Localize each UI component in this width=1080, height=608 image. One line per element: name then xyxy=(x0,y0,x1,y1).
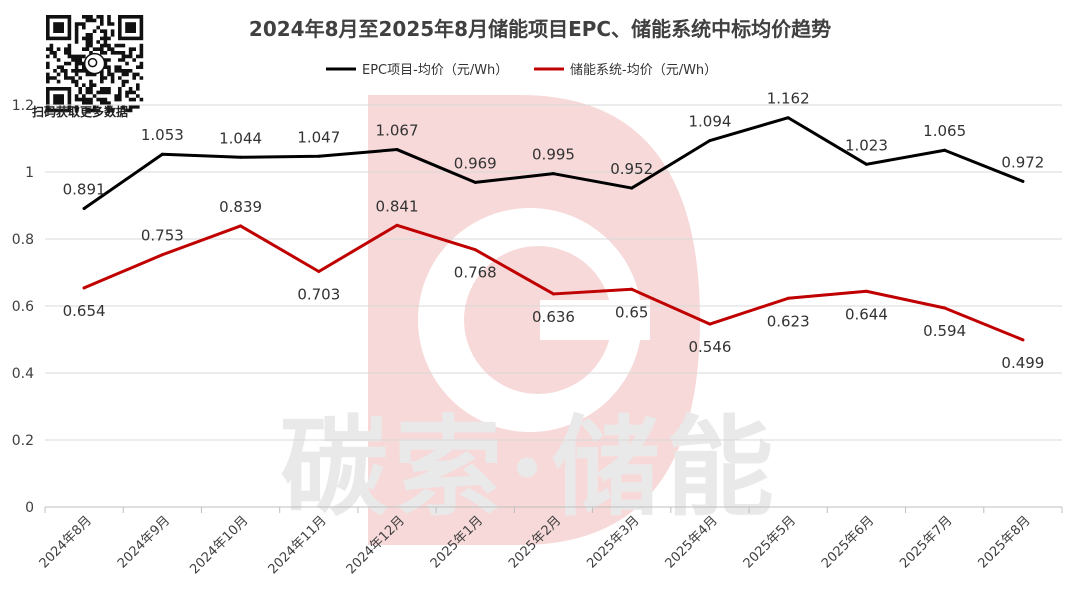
data-label: 1.023 xyxy=(845,136,888,154)
data-label: 0.891 xyxy=(63,181,106,199)
y-tick-label: 1.2 xyxy=(12,98,34,114)
data-label: 0.768 xyxy=(454,264,497,282)
data-label: 0.546 xyxy=(688,338,731,356)
data-point xyxy=(943,148,947,152)
qr-finder xyxy=(125,22,136,33)
y-tick-label: 0.2 xyxy=(12,433,34,449)
x-tick-label: 2025年6月 xyxy=(819,513,877,571)
y-tick-label: 0.8 xyxy=(12,232,34,248)
data-label: 0.65 xyxy=(615,303,648,321)
data-point xyxy=(82,207,86,211)
data-point xyxy=(786,296,790,300)
chart-title: 2024年8月至2025年8月储能项目EPC、储能系统中标均价趋势 xyxy=(249,17,831,41)
data-label: 0.499 xyxy=(1001,354,1044,372)
data-point xyxy=(708,322,712,326)
data-label: 1.065 xyxy=(923,122,966,140)
data-point xyxy=(864,162,868,166)
data-label: 1.044 xyxy=(219,129,262,147)
qr-code-label: 扫码获取更多数据 xyxy=(32,104,128,119)
data-point xyxy=(317,269,321,273)
data-point xyxy=(786,116,790,120)
data-labels: 0.891 1.053 1.044 1.047 1.067 0.969 0.995 0.952… xyxy=(63,90,1045,372)
data-label: 0.623 xyxy=(767,312,810,330)
data-label: 0.753 xyxy=(141,227,184,245)
data-label: 1.047 xyxy=(297,128,340,146)
qr-finder xyxy=(53,94,64,105)
data-label: 1.067 xyxy=(376,122,419,140)
data-label: 0.644 xyxy=(845,305,888,323)
data-label: 0.969 xyxy=(454,154,497,172)
data-point xyxy=(552,172,555,176)
data-point xyxy=(317,154,321,158)
data-point xyxy=(552,292,555,296)
legend: EPC项目-均价（元/Wh） 储能系统-均价（元/Wh） xyxy=(326,63,717,78)
watermark-text: 碳索·储能 xyxy=(280,405,780,531)
data-label: 0.654 xyxy=(63,302,106,320)
x-tick-label: 2025年7月 xyxy=(897,513,955,571)
data-label: 0.594 xyxy=(923,322,966,340)
legend-entry: 储能系统-均价（元/Wh） xyxy=(570,63,717,78)
data-label: 0.636 xyxy=(532,308,575,326)
data-point xyxy=(864,289,868,293)
y-tick-label: 0.4 xyxy=(12,366,34,382)
y-tick-label: 1 xyxy=(25,165,34,181)
data-point xyxy=(82,286,86,290)
gridlines xyxy=(45,104,1062,508)
data-point xyxy=(473,180,477,184)
qr-center-icon xyxy=(83,52,106,75)
data-point xyxy=(160,152,164,156)
data-label: 1.053 xyxy=(141,126,184,144)
x-tick-label: 2024年10月 xyxy=(187,513,251,577)
data-label: 0.952 xyxy=(610,160,653,178)
data-point xyxy=(1021,338,1025,342)
x-tick-label: 2024年8月 xyxy=(37,513,95,571)
qr-code xyxy=(43,12,147,116)
qr-center-icon xyxy=(87,57,98,68)
data-label: 0.841 xyxy=(376,197,419,215)
qr-finder xyxy=(53,22,64,33)
watermark: 碳索·储能 xyxy=(280,95,780,545)
y-tick-label: 0 xyxy=(25,500,34,516)
data-point xyxy=(239,155,243,159)
data-point xyxy=(395,148,399,152)
data-point xyxy=(160,253,164,257)
data-label: 0.839 xyxy=(219,198,262,216)
data-point xyxy=(630,287,634,291)
data-point xyxy=(473,248,477,252)
data-point xyxy=(239,224,243,228)
data-label: 0.995 xyxy=(532,146,575,164)
y-tick-label: 0.6 xyxy=(12,299,34,315)
series-group xyxy=(82,116,1025,342)
y-axis: 0 0.2 0.4 0.6 0.8 1 1.2 xyxy=(12,98,34,516)
data-point xyxy=(630,186,634,190)
data-label: 0.703 xyxy=(297,285,340,303)
data-label: 0.972 xyxy=(1001,153,1044,171)
x-tick-label: 2025年8月 xyxy=(975,513,1033,571)
data-label: 1.162 xyxy=(767,90,810,108)
data-label: 1.094 xyxy=(688,113,731,131)
x-tick-label: 2024年9月 xyxy=(115,513,173,571)
data-point xyxy=(943,306,947,310)
watermark-logo xyxy=(368,95,700,545)
data-point xyxy=(395,223,399,227)
data-point xyxy=(1021,179,1025,183)
data-point xyxy=(708,139,712,143)
legend-entry: EPC项目-均价（元/Wh） xyxy=(362,63,508,78)
